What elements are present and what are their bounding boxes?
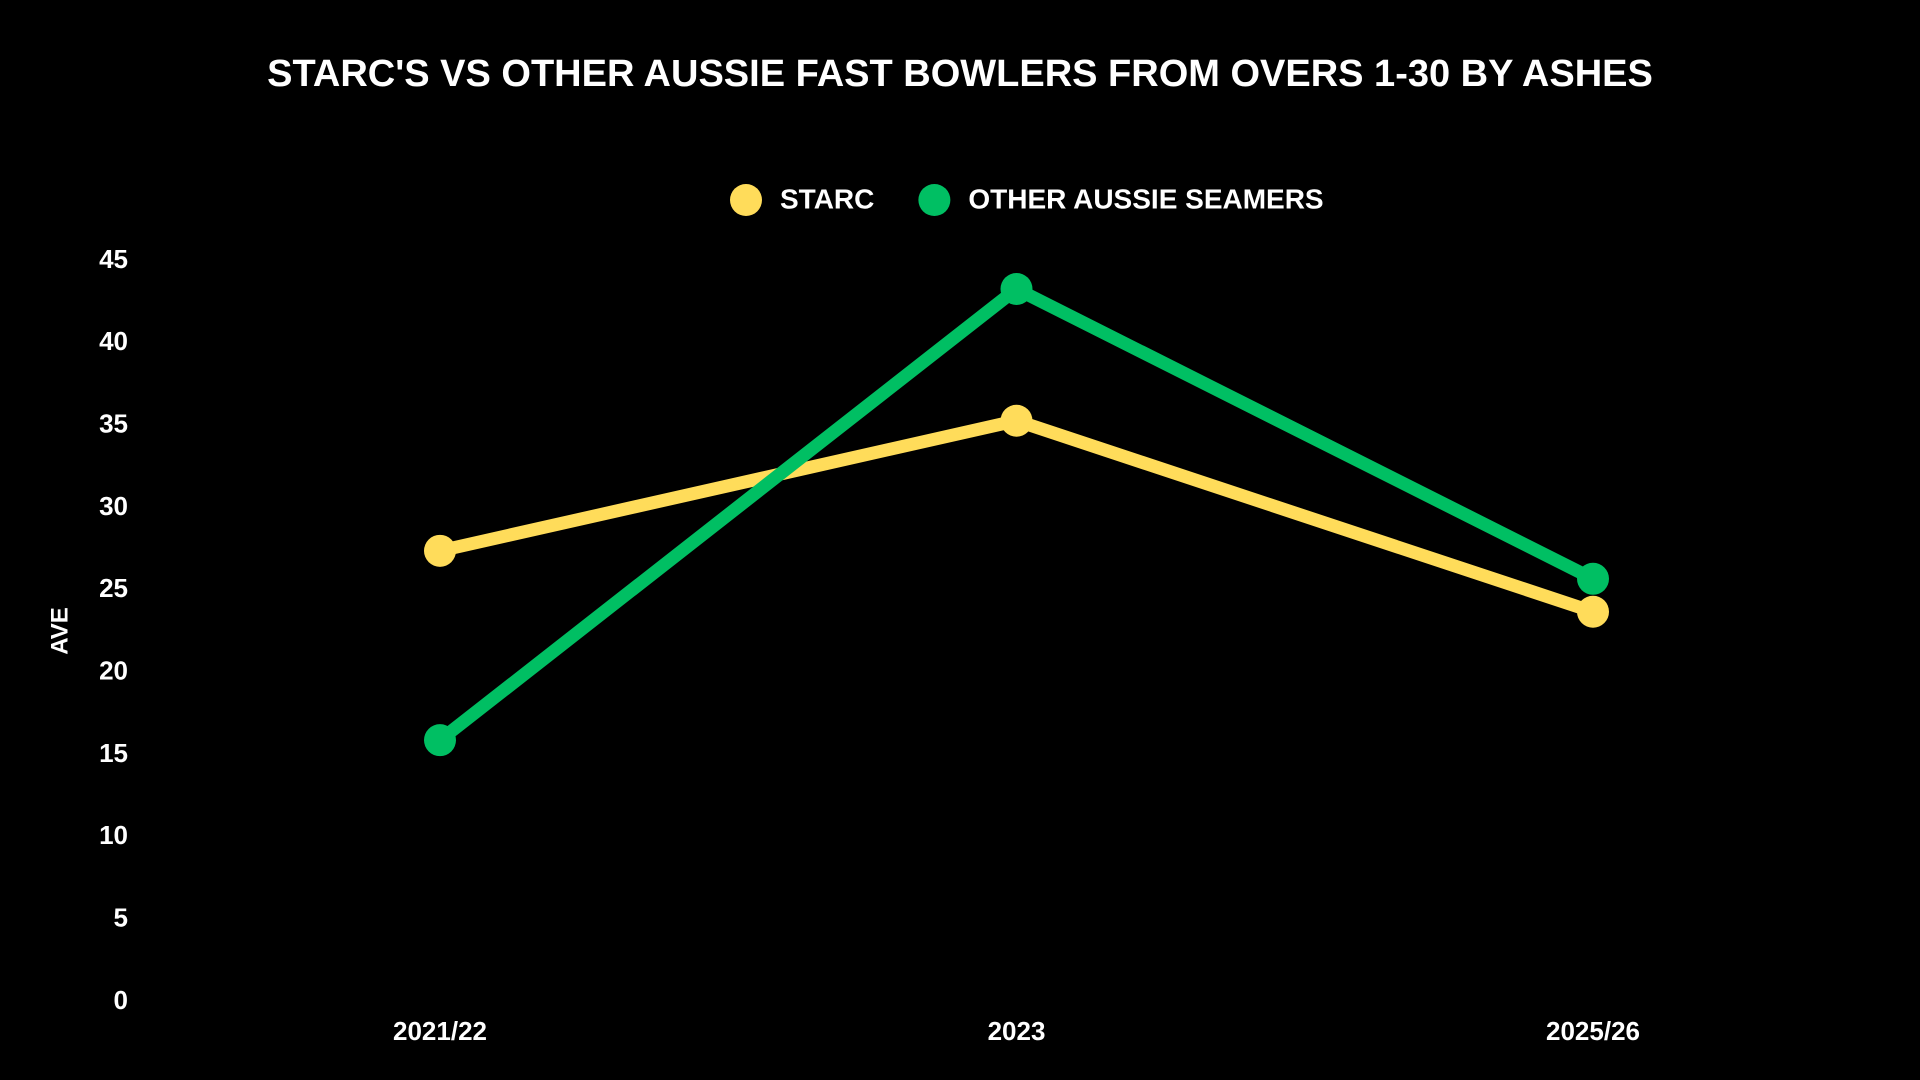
x-tick-label: 2023	[988, 1016, 1046, 1046]
legend-marker	[918, 184, 951, 216]
y-tick-label: 5	[114, 903, 128, 933]
y-tick-label: 40	[99, 326, 128, 356]
data-point	[424, 724, 456, 757]
y-tick-label: 25	[99, 573, 128, 603]
legend-label: OTHER AUSSIE SEAMERS	[968, 183, 1323, 214]
data-point	[1577, 562, 1609, 595]
data-point	[1000, 404, 1033, 437]
y-tick-label: 35	[99, 409, 128, 439]
data-point	[1000, 272, 1033, 305]
data-point	[1577, 595, 1609, 628]
legend-marker	[730, 184, 762, 216]
chart-title: STARC'S VS OTHER AUSSIE FAST BOWLERS FRO…	[267, 53, 1653, 95]
y-tick-label: 45	[99, 244, 128, 274]
x-tick-label: 2025/26	[1546, 1016, 1640, 1046]
data-point	[424, 534, 456, 567]
x-tick-label: 2021/22	[393, 1016, 487, 1046]
y-axis-label: AVE	[46, 607, 73, 655]
y-tick-label: 15	[99, 738, 128, 768]
y-tick-label: 0	[114, 985, 128, 1015]
y-tick-label: 30	[99, 491, 128, 521]
y-tick-label: 10	[99, 820, 128, 850]
y-tick-label: 20	[99, 656, 128, 686]
legend-label: STARC	[780, 183, 874, 214]
